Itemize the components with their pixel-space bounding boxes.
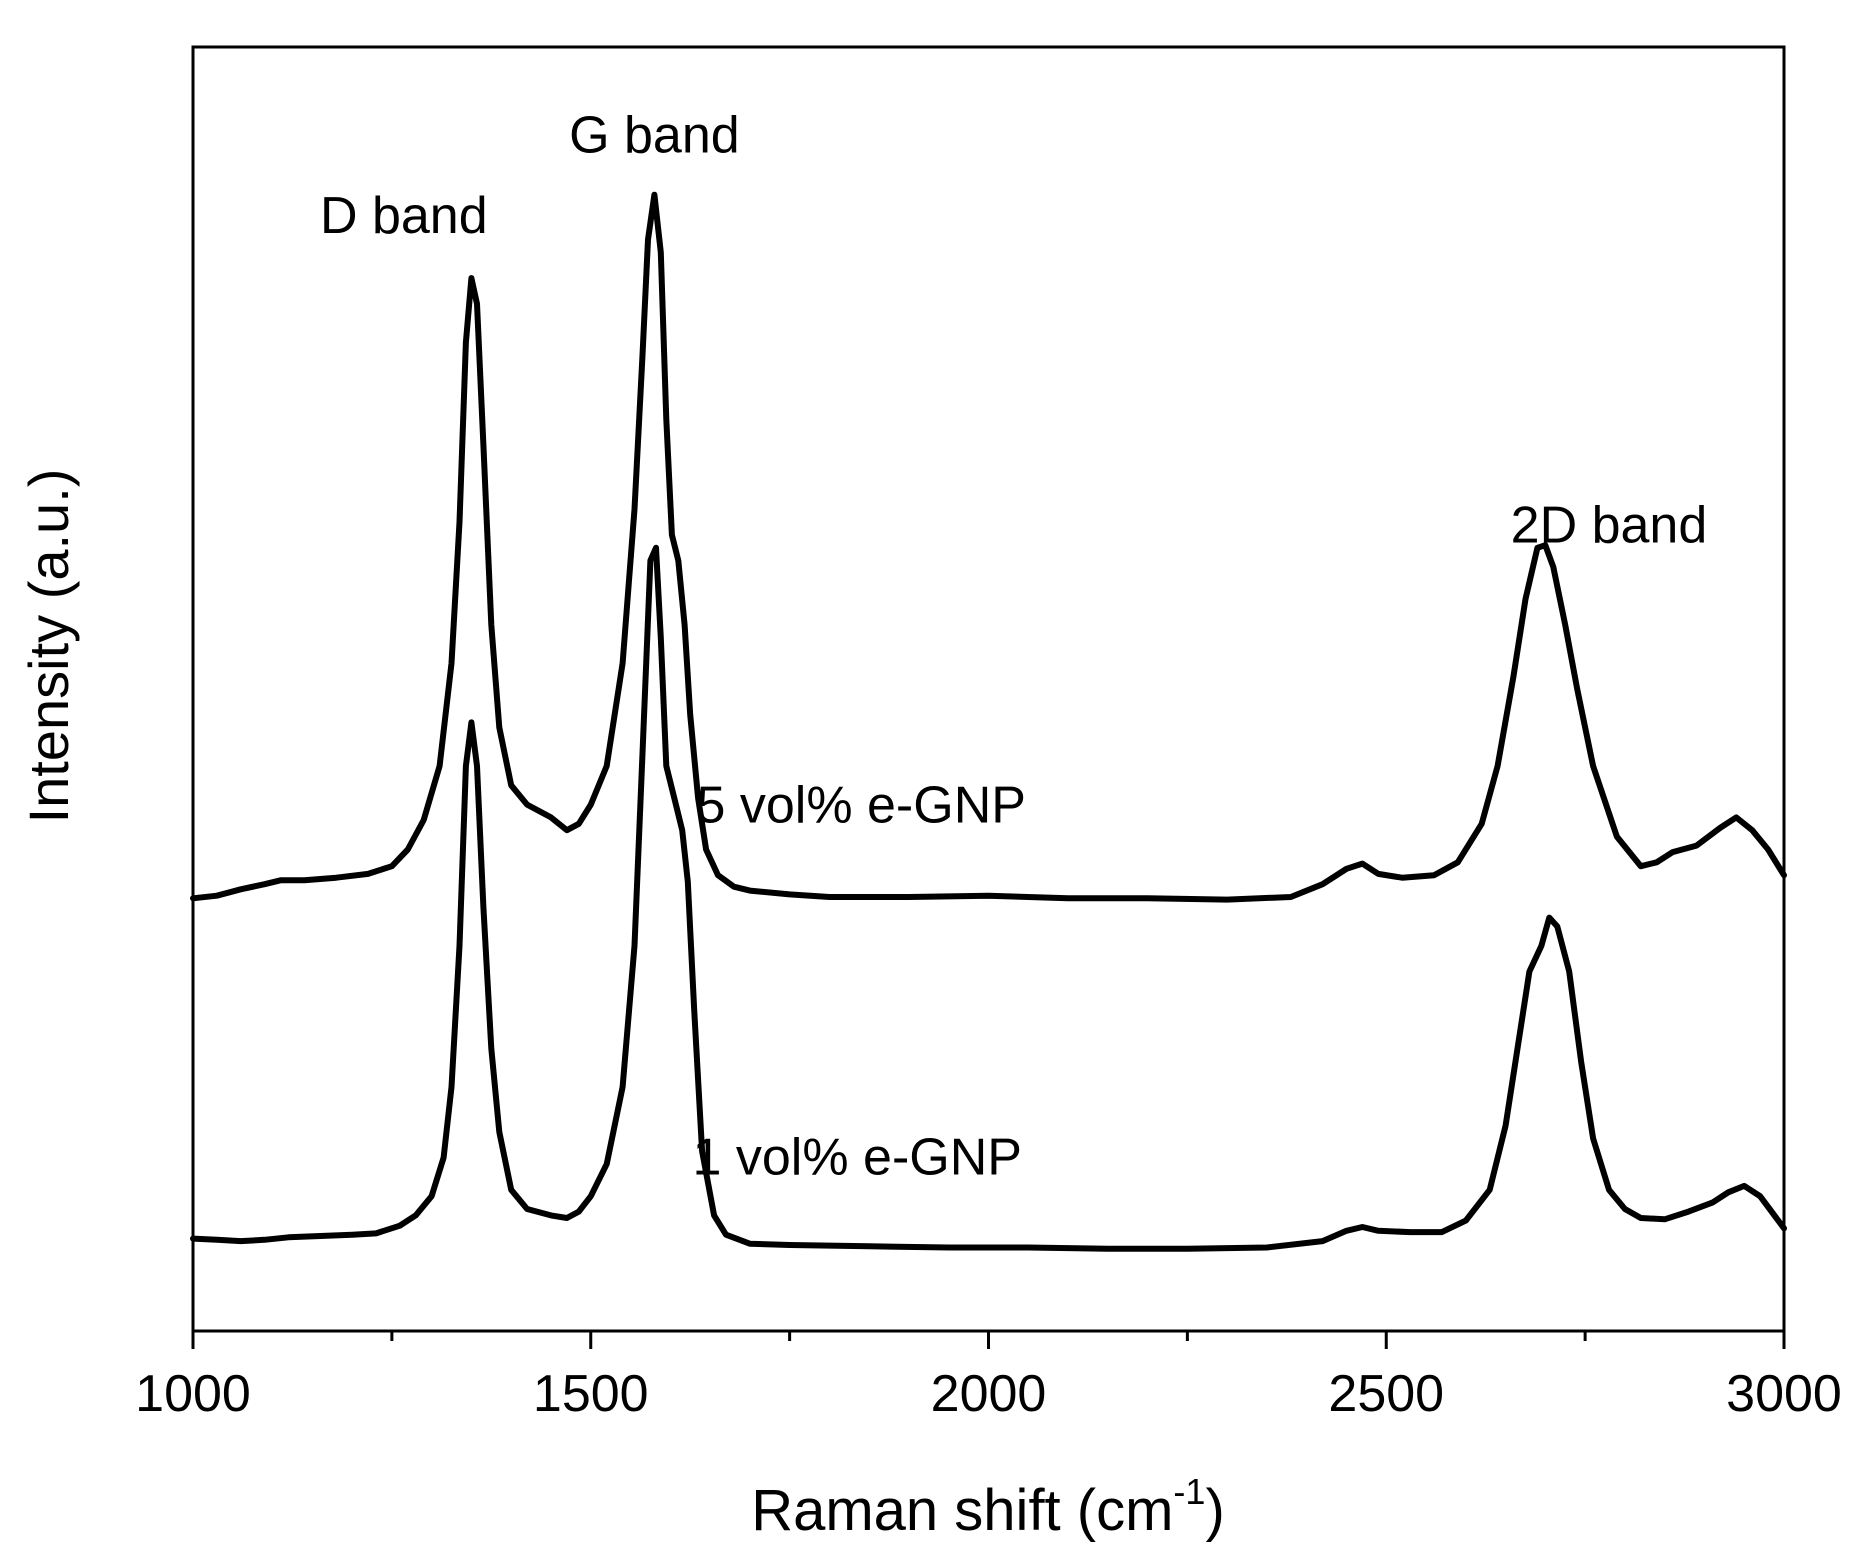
x-axis-label-main: Raman shift (cm (751, 1478, 1173, 1543)
x-tick-label: 1500 (533, 1365, 649, 1423)
x-tick-label: 3000 (1726, 1365, 1842, 1423)
x-axis-label-superscript: -1 (1173, 1471, 1205, 1512)
series-line-1-vol-e-gnp (190, 544, 1787, 1252)
x-axis-label: Raman shift (cm-1) (751, 1471, 1225, 1543)
y-axis-label: Intensity (a.u.) (17, 469, 80, 824)
annotation-label: G band (569, 106, 740, 164)
series-line-5-vol-e-gnp (190, 191, 1787, 903)
annotation-label: D band (320, 187, 488, 245)
x-tick-label: 2000 (931, 1365, 1047, 1423)
series-layer (190, 191, 1787, 1252)
annotation-label: 5 vol% e-GNP (696, 777, 1025, 835)
annotation-layer: D band G band 2D band 5 vol% e-GNP 1 vol% e-… (320, 106, 1707, 1186)
x-axis-label-close: ) (1205, 1478, 1224, 1543)
x-axis-ticks: 1000 1500 2000 2500 3000 (135, 1331, 1842, 1423)
annotation-label: 1 vol% e-GNP (693, 1128, 1022, 1186)
x-tick-label: 1000 (135, 1365, 251, 1423)
annotation-label: 2D band (1511, 497, 1708, 555)
x-tick-label: 2500 (1328, 1365, 1444, 1423)
